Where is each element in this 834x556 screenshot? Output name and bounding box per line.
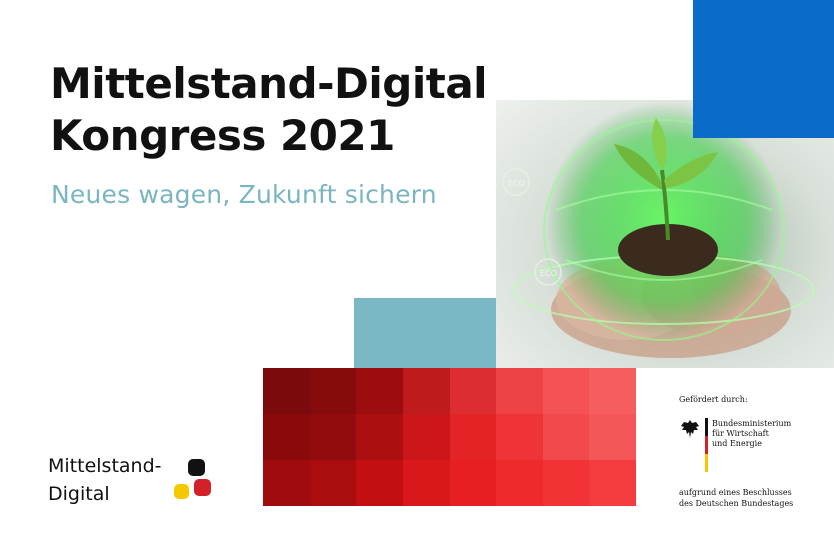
grid-cell [496, 460, 543, 506]
blue-accent-block [693, 0, 834, 138]
flag-gold [705, 454, 708, 472]
grid-cell [542, 368, 590, 414]
grid-cell [309, 414, 357, 460]
bundestag-resolution-note: aufgrund eines Beschlusses des Deutschen… [679, 487, 793, 509]
red-pixel-grid [263, 368, 636, 506]
grid-cell [589, 368, 636, 414]
grid-cell [402, 368, 450, 414]
grid-cell [496, 368, 543, 414]
grid-cell [356, 460, 403, 506]
grid-cell [589, 460, 636, 506]
grid-cell [356, 368, 403, 414]
german-flag-bar [705, 418, 708, 472]
grid-cell [263, 460, 310, 506]
logo-line-1: Mittelstand- [48, 455, 162, 477]
logo-line-2: Digital [48, 483, 110, 505]
hero-photo: ECO ECO [496, 100, 834, 368]
grid-cell [356, 414, 403, 460]
title-line-1: Mittelstand-Digital [50, 59, 488, 108]
globe-plant-illustration: ECO ECO [502, 102, 815, 358]
resolution-line-2: des Deutschen Bundestages [679, 499, 794, 508]
ministry-line-2: für Wirtschaft [712, 429, 769, 438]
grid-cell [449, 460, 497, 506]
grid-cell [449, 368, 497, 414]
grid-cell [542, 460, 590, 506]
grid-cell [263, 414, 310, 460]
logo-square-black [188, 459, 205, 476]
grid-cell [449, 414, 497, 460]
eco-label-2: ECO [540, 269, 557, 278]
ministry-line-1: Bundesministerium [712, 419, 792, 428]
mittelstand-digital-logo-text: Mittelstand- Digital [48, 452, 162, 508]
grid-cell [402, 414, 450, 460]
grid-cell [402, 460, 450, 506]
flag-red [705, 436, 708, 454]
grid-cell [309, 368, 357, 414]
grid-cell [309, 460, 357, 506]
title-line-2: Kongress 2021 [50, 111, 395, 160]
logo-square-red [194, 479, 211, 496]
teal-accent-block [354, 298, 496, 368]
eco-label-1: ECO [508, 179, 525, 188]
ministry-name: Bundesministerium für Wirtschaft und Ene… [712, 419, 791, 449]
logo-square-gold [174, 484, 189, 499]
grid-cell [496, 414, 543, 460]
federal-eagle-icon [681, 420, 699, 438]
resolution-line-1: aufgrund eines Beschlusses [679, 488, 792, 497]
funding-label: Gefördert durch: [679, 395, 748, 404]
ministry-line-3: und Energie [712, 439, 762, 448]
grid-cell [263, 368, 310, 414]
event-subtitle: Neues wagen, Zukunft sichern [51, 180, 437, 209]
event-title: Mittelstand-Digital Kongress 2021 [50, 58, 488, 162]
flag-black [705, 418, 708, 436]
mittelstand-digital-logo-icon [174, 459, 211, 499]
grid-cell [542, 414, 590, 460]
grid-cell [589, 414, 636, 460]
